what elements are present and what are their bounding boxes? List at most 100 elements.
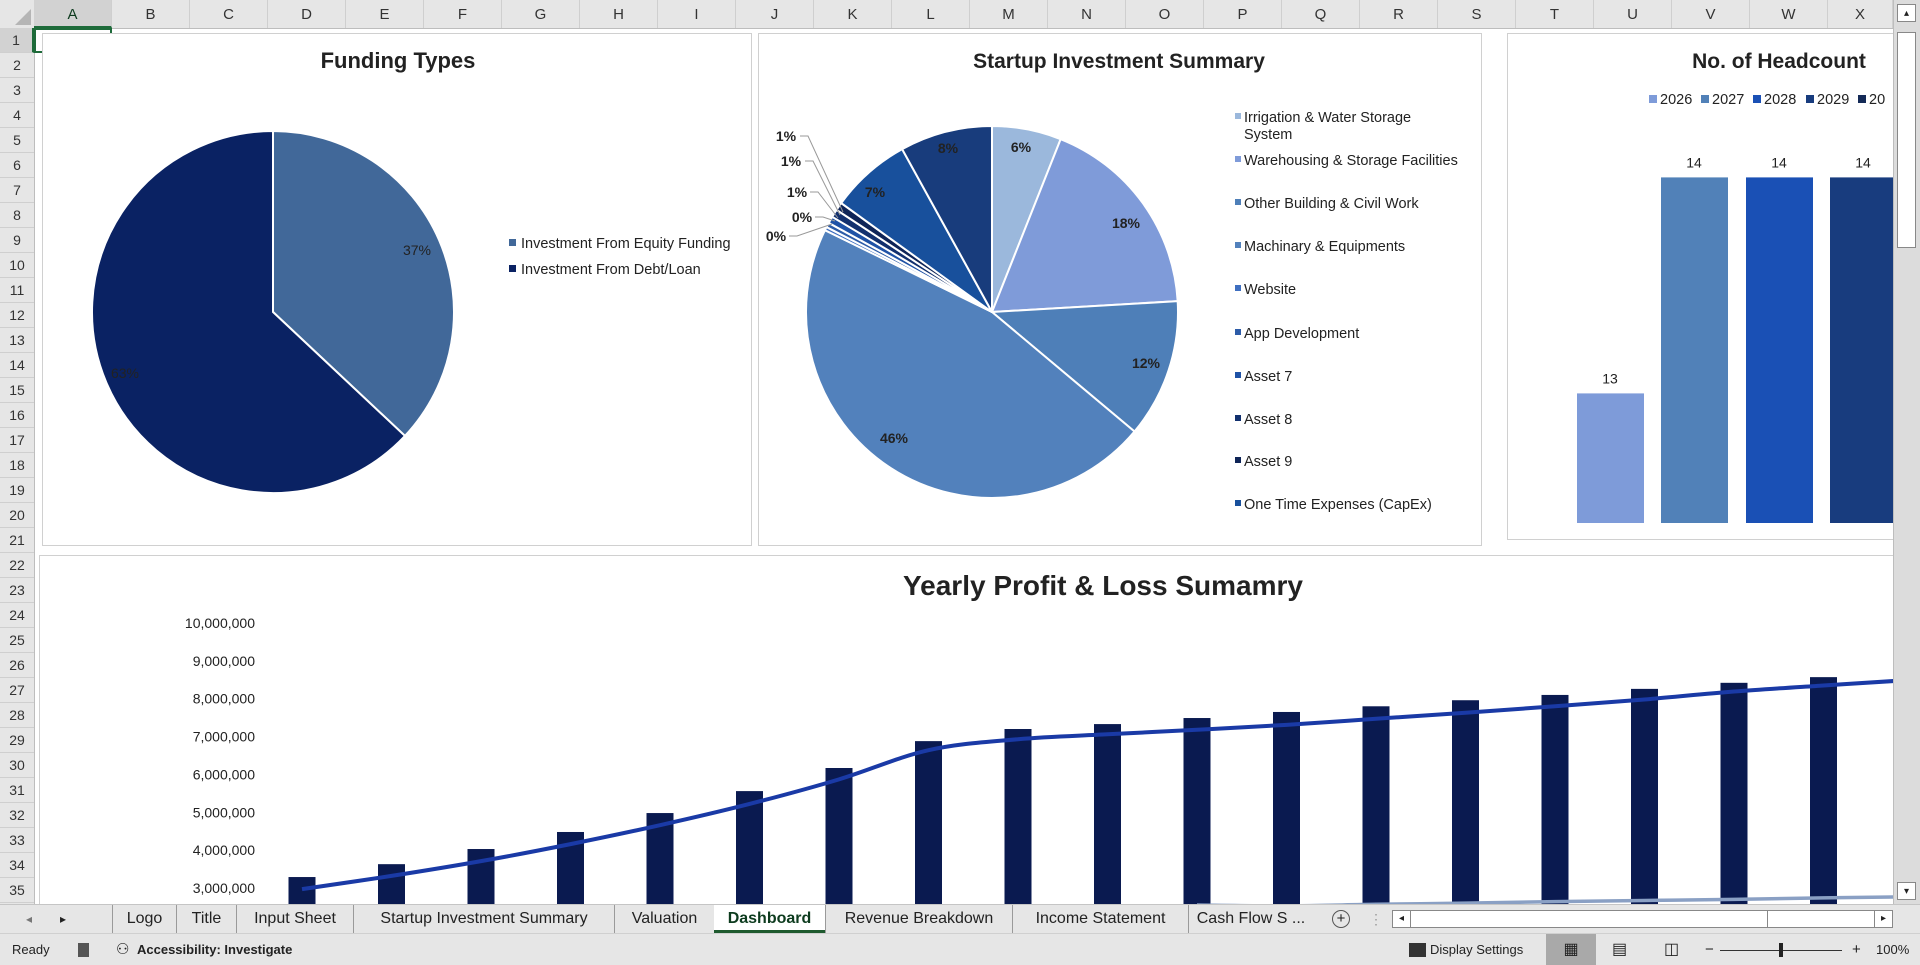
horizontal-scrollbar[interactable]: ◂ ▸ — [1392, 910, 1893, 928]
bar-2027[interactable] — [1661, 177, 1728, 523]
accessibility-icon[interactable]: ⚇ — [116, 941, 130, 958]
pl-line-secondary[interactable] — [1197, 895, 1893, 904]
row-header-35[interactable]: 35 — [0, 878, 34, 903]
column-header-S[interactable]: S — [1438, 0, 1516, 28]
row-header-32[interactable]: 32 — [0, 803, 34, 828]
sheet-tab-dashboard[interactable]: Dashboard — [714, 905, 825, 933]
sheet-tab-startup-investment-summary[interactable]: Startup Investment Summary — [353, 905, 614, 933]
row-header-31[interactable]: 31 — [0, 778, 34, 803]
pl-bar[interactable] — [736, 791, 763, 904]
bar-2026[interactable] — [1577, 393, 1644, 523]
column-header-P[interactable]: P — [1204, 0, 1282, 28]
row-header-4[interactable]: 4 — [0, 103, 34, 128]
page-break-preview-icon[interactable]: ◫ — [1664, 941, 1680, 958]
pie-slice[interactable] — [990, 137, 1179, 314]
zoom-level[interactable]: 100% — [1876, 942, 1910, 957]
column-header-M[interactable]: M — [970, 0, 1048, 28]
select-all-button[interactable] — [0, 0, 35, 28]
column-header-T[interactable]: T — [1516, 0, 1594, 28]
pl-bar[interactable] — [467, 849, 495, 904]
column-header-U[interactable]: U — [1594, 0, 1672, 28]
pie-slice[interactable] — [91, 129, 407, 494]
row-header-10[interactable]: 10 — [0, 253, 34, 278]
sheet-tab-input-sheet[interactable]: Input Sheet — [236, 905, 353, 933]
pl-line-primary[interactable] — [301, 679, 1893, 892]
row-header-19[interactable]: 19 — [0, 478, 34, 503]
column-header-E[interactable]: E — [346, 0, 424, 28]
scroll-right-icon[interactable]: ▸ — [1874, 911, 1892, 927]
row-header-16[interactable]: 16 — [0, 403, 34, 428]
row-header-28[interactable]: 28 — [0, 703, 34, 728]
row-header-21[interactable]: 21 — [0, 528, 34, 553]
pl-bar[interactable] — [825, 768, 853, 904]
column-header-K[interactable]: K — [814, 0, 892, 28]
sheet-tab-cash-flow-s-[interactable]: Cash Flow S ... — [1188, 905, 1313, 933]
column-header-N[interactable]: N — [1048, 0, 1126, 28]
row-header-3[interactable]: 3 — [0, 78, 34, 103]
bar-2028[interactable] — [1746, 177, 1813, 523]
sheet-tab-logo[interactable]: Logo — [112, 905, 176, 933]
column-header-A[interactable]: A — [34, 0, 112, 28]
headcount-chart[interactable]: No. of Headcount 13 14 14 14 2026 2027 2028 202… — [1507, 33, 1893, 540]
bar-2029[interactable] — [1830, 177, 1893, 523]
pl-bar[interactable] — [288, 877, 316, 904]
zoom-in-button[interactable]: + — [1852, 941, 1861, 958]
sheet-tab-revenue-breakdown[interactable]: Revenue Breakdown — [825, 905, 1012, 933]
funding-types-chart[interactable]: Funding Types 37% 63% Investment From Equi… — [42, 33, 752, 546]
row-header-15[interactable]: 15 — [0, 378, 34, 403]
pl-bar[interactable] — [1452, 700, 1479, 904]
row-header-26[interactable]: 26 — [0, 653, 34, 678]
pl-bar[interactable] — [1720, 682, 1748, 904]
pie-slice[interactable] — [805, 228, 1136, 499]
row-header-27[interactable]: 27 — [0, 678, 34, 703]
row-header-17[interactable]: 17 — [0, 428, 34, 453]
row-header-14[interactable]: 14 — [0, 353, 34, 378]
column-header-R[interactable]: R — [1360, 0, 1438, 28]
column-header-O[interactable]: O — [1126, 0, 1204, 28]
row-header-6[interactable]: 6 — [0, 153, 34, 178]
more-icon[interactable]: ⋮ — [1369, 911, 1383, 927]
row-header-25[interactable]: 25 — [0, 628, 34, 653]
sheet-tab-income-statement[interactable]: Income Statement — [1012, 905, 1188, 933]
row-header-12[interactable]: 12 — [0, 303, 34, 328]
zoom-slider-thumb[interactable] — [1779, 943, 1783, 957]
row-header-8[interactable]: 8 — [0, 203, 34, 228]
column-header-W[interactable]: W — [1750, 0, 1828, 28]
column-header-D[interactable]: D — [268, 0, 346, 28]
column-header-C[interactable]: C — [190, 0, 268, 28]
row-header-22[interactable]: 22 — [0, 553, 34, 578]
pl-bar[interactable] — [1183, 718, 1211, 904]
row-header-33[interactable]: 33 — [0, 828, 34, 853]
zoom-slider[interactable] — [1720, 943, 1842, 957]
column-header-B[interactable]: B — [112, 0, 190, 28]
row-header-30[interactable]: 30 — [0, 753, 34, 778]
column-header-J[interactable]: J — [736, 0, 814, 28]
sheet-tab-title[interactable]: Title — [176, 905, 236, 933]
calculator-icon[interactable] — [78, 943, 89, 957]
row-header-34[interactable]: 34 — [0, 853, 34, 878]
normal-view-icon[interactable]: ▦ — [1546, 934, 1596, 965]
column-header-F[interactable]: F — [424, 0, 502, 28]
zoom-out-button[interactable]: − — [1705, 941, 1714, 958]
horizontal-scroll-thumb[interactable] — [1411, 911, 1768, 927]
accessibility-status[interactable]: Accessibility: Investigate — [137, 942, 293, 957]
display-settings-button[interactable]: Display Settings — [1430, 942, 1524, 957]
column-header-G[interactable]: G — [502, 0, 580, 28]
pl-bar[interactable] — [1810, 677, 1837, 904]
tab-prev-icon[interactable]: ◂ — [26, 912, 33, 926]
column-header-Q[interactable]: Q — [1282, 0, 1360, 28]
display-settings-icon[interactable] — [1409, 943, 1426, 957]
row-header-7[interactable]: 7 — [0, 178, 34, 203]
row-header-2[interactable]: 2 — [0, 53, 34, 78]
row-header-29[interactable]: 29 — [0, 728, 34, 753]
column-header-H[interactable]: H — [580, 0, 658, 28]
row-header-24[interactable]: 24 — [0, 603, 34, 628]
column-header-I[interactable]: I — [658, 0, 736, 28]
scroll-left-icon[interactable]: ◂ — [1393, 911, 1411, 927]
row-header-20[interactable]: 20 — [0, 503, 34, 528]
add-sheet-icon[interactable]: + — [1332, 910, 1350, 928]
scroll-up-icon[interactable]: ▴ — [1897, 4, 1916, 22]
row-header-11[interactable]: 11 — [0, 278, 34, 303]
pl-bar[interactable] — [1362, 706, 1390, 904]
pl-bar[interactable] — [1004, 729, 1032, 904]
